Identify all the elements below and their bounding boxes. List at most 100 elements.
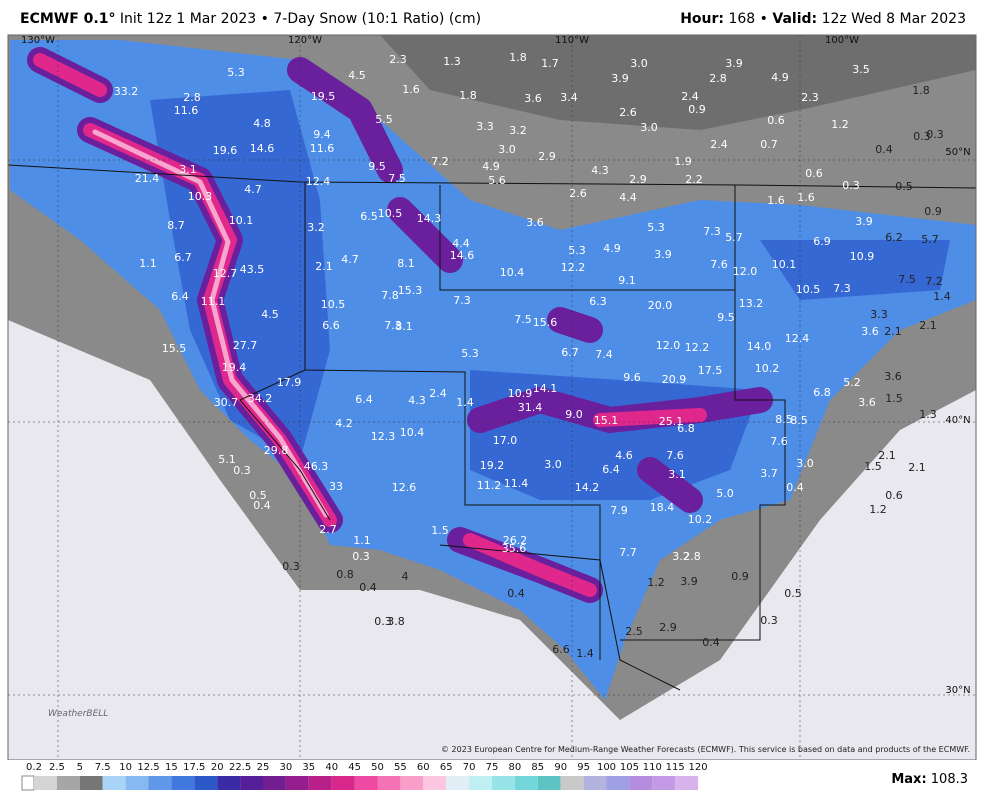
snow-label: 0.4	[359, 581, 377, 594]
snow-label: 2.4	[429, 387, 447, 400]
snow-label: 3.8	[387, 615, 405, 628]
legend-tick-label: 105	[620, 762, 639, 773]
snow-label: 7.9	[610, 504, 628, 517]
snow-label: 8.5	[775, 413, 793, 426]
legend-box	[446, 776, 470, 790]
snow-label: 2.4	[681, 90, 699, 103]
snow-label: 3.3	[476, 120, 494, 133]
snow-label: 2.9	[659, 621, 677, 634]
snow-label: 6.4	[171, 290, 189, 303]
snow-label: 2.7	[319, 523, 337, 536]
title: ECMWF 0.1° Init 12z 1 Mar 2023 • 7-Day S…	[20, 11, 481, 27]
snow-label: 10.4	[400, 426, 425, 439]
header: ECMWF 0.1° Init 12z 1 Mar 2023 • 7-Day S…	[0, 0, 984, 36]
legend-box	[652, 776, 676, 790]
snow-label: 1.5	[431, 524, 449, 537]
snow-label: 7.2	[925, 275, 943, 288]
snow-label: 6.4	[602, 463, 620, 476]
max: Max: 108.3	[891, 772, 968, 787]
hour-label: Hour:	[680, 11, 725, 27]
legend-box	[217, 776, 241, 790]
snow-label: 21.4	[135, 172, 160, 185]
snow-label: 10.1	[772, 258, 797, 271]
snow-label: 1.4	[576, 647, 594, 660]
snow-label: 1.1	[353, 534, 371, 547]
snow-label: 29.8	[264, 444, 289, 457]
snow-label: 10.2	[755, 362, 780, 375]
snow-label: 4.4	[619, 191, 637, 204]
snow-label: 3.9	[654, 248, 672, 261]
snow-label: 46.3	[304, 460, 329, 473]
snow-label: 4.3	[408, 394, 426, 407]
snow-label: 12.7	[213, 267, 238, 280]
snow-label: 17.5	[698, 364, 723, 377]
snow-label: 9.1	[618, 274, 636, 287]
snow-field	[8, 35, 976, 760]
legend-box	[629, 776, 653, 790]
snow-label: 0.7	[760, 138, 778, 151]
snow-label: 2.9	[629, 173, 647, 186]
snow-label: 7.6	[710, 258, 728, 271]
snow-label: 1.6	[797, 191, 815, 204]
legend-box	[21, 775, 35, 791]
snow-label: 5.3	[227, 66, 245, 79]
max-label: Max:	[891, 772, 927, 787]
snow-label: 2.8	[683, 550, 701, 563]
snow-label: 5.3	[647, 221, 665, 234]
legend-tick-label: 10	[119, 762, 132, 773]
snow-label: 33.2	[114, 85, 139, 98]
legend-tick-label: 12.5	[137, 762, 159, 773]
snow-label: 2.3	[801, 91, 819, 104]
snow-label: 17.0	[493, 434, 518, 447]
snow-label: 9.5	[368, 160, 386, 173]
snow-label: 4.5	[261, 308, 279, 321]
snow-label: 8.5	[790, 414, 808, 427]
snow-label: 7.8	[381, 289, 399, 302]
snow-label: 11.2	[477, 479, 502, 492]
legend-tick-label: 30	[280, 762, 293, 773]
snow-label: 3.6	[526, 216, 544, 229]
snow-label: 4	[402, 570, 409, 583]
snow-label: 7.3	[833, 282, 851, 295]
snow-label: 3.0	[630, 57, 648, 70]
snow-label: 2.8	[183, 91, 201, 104]
snow-label: 4.6	[615, 449, 633, 462]
grid-label: 30°N	[945, 685, 970, 696]
snow-label: 4.4	[452, 237, 470, 250]
snow-label: 9.0	[565, 408, 583, 421]
legend: 0.2 2.5 5 7.5 10 12.5 15 17.5 20 22.5 25 30 35 40 45 50…	[21, 762, 708, 791]
snow-label: 3.0	[544, 458, 562, 471]
snow-label: 3.1	[179, 163, 197, 176]
snow-label: 33	[329, 480, 343, 493]
snow-label: 0.5	[895, 180, 913, 193]
snow-label: 27.7	[233, 339, 258, 352]
snow-label: 0.9	[731, 570, 749, 583]
snow-label: 3.2	[307, 221, 325, 234]
legend-box	[240, 776, 263, 790]
snow-label: 1.2	[869, 503, 887, 516]
snow-label: 0.3	[926, 128, 944, 141]
legend-tick-label: 115	[666, 762, 685, 773]
snow-label: 2.4	[710, 138, 728, 151]
snow-label: 6.3	[589, 295, 607, 308]
snow-label: 12.4	[306, 175, 331, 188]
snow-label: 1.7	[541, 57, 559, 70]
legend-tick-label: 70	[463, 762, 476, 773]
snow-label: 3.0	[796, 457, 814, 470]
snow-label: 11.4	[504, 477, 529, 490]
snow-label: 7.5	[388, 172, 406, 185]
snow-label: 43.5	[240, 263, 265, 276]
snow-label: 1.9	[674, 155, 692, 168]
snow-label: 4.9	[603, 242, 621, 255]
snow-label: 2.2	[685, 173, 703, 186]
snow-label: 2.1	[919, 319, 937, 332]
snow-label: 0.6	[767, 114, 785, 127]
snow-label: 1.5	[885, 392, 903, 405]
snow-label: 7.3	[384, 319, 402, 332]
snow-label: 20.9	[662, 373, 687, 386]
snow-label: 15.3	[398, 284, 423, 297]
snow-label: 34.2	[248, 392, 273, 405]
snow-label: 6.2	[885, 231, 903, 244]
snow-label: 6.6	[322, 319, 340, 332]
snow-label: 20.0	[648, 299, 673, 312]
